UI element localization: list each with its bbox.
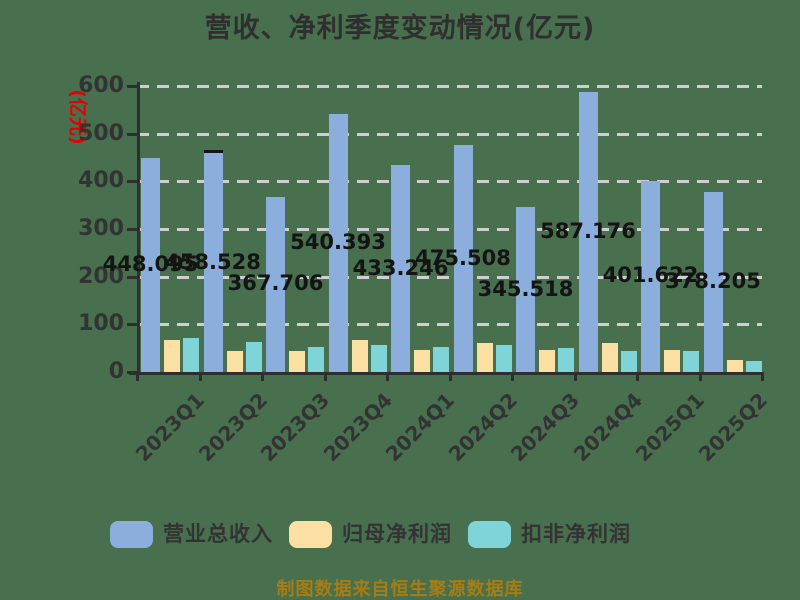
bar-归母净利润-2023Q4 [351, 339, 368, 372]
legend-label-revenue: 营业总收入 [163, 522, 273, 546]
y-tick-label: 300 [78, 216, 124, 241]
bar-营业总收入-2023Q1 [141, 158, 160, 372]
data-label-2025Q1: 401.622 [602, 263, 699, 288]
legend-item-net-profit: 归母净利润 [289, 521, 452, 548]
bar-营业总收入-2024Q1 [391, 165, 410, 372]
x-axis-tick [136, 372, 139, 381]
x-axis-tick [573, 372, 577, 381]
grid-line [137, 323, 762, 327]
legend-swatch-net-profit [289, 521, 332, 548]
bar-归母净利润-2024Q4 [601, 342, 618, 372]
y-axis-tick [127, 228, 137, 231]
bar-归母净利润-2025Q2 [726, 360, 743, 372]
y-tick-label: 500 [78, 120, 124, 146]
legend-label-net-profit: 归母净利润 [342, 522, 452, 546]
bar-cap-marker [203, 150, 223, 154]
data-label-2023Q1: 448.095 [102, 252, 199, 277]
bar-营业总收入-2024Q3 [516, 207, 535, 372]
bar-扣非净利润-2024Q1 [433, 346, 449, 372]
bar-营业总收入-2025Q1 [641, 180, 660, 372]
bar-归母净利润-2025Q1 [664, 350, 680, 372]
data-label-2023Q4: 540.393 [290, 230, 386, 255]
bar-归母净利润-2024Q3 [539, 349, 555, 372]
x-axis-tick [261, 372, 264, 381]
data-label-2024Q1: 433.246 [352, 255, 449, 280]
bar-归母净利润-2023Q3 [289, 350, 305, 372]
bar-营业总收入-2023Q4 [328, 114, 348, 372]
bar-营业总收入-2024Q4 [578, 92, 598, 372]
bar-扣非净利润-2025Q2 [745, 361, 762, 372]
bar-扣非净利润-2024Q4 [620, 351, 637, 372]
x-axis-tick [323, 372, 327, 381]
y-tick-label: 100 [78, 311, 124, 337]
bar-归母净利润-2023Q2 [226, 351, 243, 372]
data-label-2024Q2: 475.508 [415, 245, 511, 270]
legend-label-non-gaap-profit: 扣非净利润 [521, 522, 631, 546]
data-label-2023Q2: 458.528 [165, 249, 261, 274]
bar-归母净利润-2024Q2 [476, 342, 493, 372]
legend-item-revenue: 营业总收入 [110, 521, 273, 548]
x-axis-tick [698, 372, 702, 381]
data-label-2025Q2: 378.205 [665, 268, 761, 293]
grid-line [137, 180, 762, 184]
y-axis-tick [127, 132, 137, 136]
y-tick-label: 0 [108, 359, 124, 384]
data-label-2024Q3: 345.518 [477, 276, 574, 301]
y-tick-label: 200 [78, 263, 124, 289]
x-axis-tick [386, 372, 389, 381]
grid-line [137, 85, 762, 88]
x-axis-line [129, 372, 764, 375]
bar-扣非净利润-2023Q4 [370, 345, 387, 372]
bar-营业总收入-2023Q2 [203, 153, 223, 372]
chart-title: 营收、净利季度变动情况(亿元) [204, 13, 596, 44]
bar-扣非净利润-2023Q2 [245, 342, 262, 372]
legend-swatch-revenue [110, 521, 153, 548]
bar-扣非净利润-2025Q1 [683, 351, 699, 372]
y-axis-tick [127, 323, 137, 327]
grid-line [137, 228, 762, 231]
data-label-2023Q3: 367.706 [227, 271, 324, 296]
y-axis-tick [127, 180, 137, 184]
x-axis-tick [198, 372, 202, 381]
bar-营业总收入-2023Q3 [266, 196, 285, 372]
bar-扣非净利润-2023Q3 [308, 347, 324, 372]
y-axis-tick [127, 275, 137, 279]
y-axis-line [137, 82, 140, 375]
bar-归母净利润-2024Q1 [414, 350, 430, 372]
grid-line [137, 132, 762, 136]
x-axis-tick [511, 372, 514, 381]
legend: 营业总收入 归母净利润 扣非净利润 [110, 521, 631, 548]
x-axis-tick [448, 372, 452, 381]
legend-item-non-gaap-profit: 扣非净利润 [468, 521, 631, 548]
bar-归母净利润-2023Q1 [164, 340, 180, 372]
y-axis-tick [127, 85, 137, 88]
data-label-2024Q4: 587.176 [540, 219, 636, 244]
data-source-note: 制图数据来自恒生聚源数据库 [276, 579, 524, 600]
x-axis-tick [636, 372, 639, 381]
y-tick-label: 600 [78, 73, 124, 98]
bar-营业总收入-2025Q2 [703, 191, 723, 372]
bar-营业总收入-2024Q2 [453, 145, 473, 372]
bar-扣非净利润-2023Q1 [183, 338, 199, 372]
x-axis-tick [761, 372, 764, 381]
bar-扣非净利润-2024Q2 [495, 344, 512, 372]
y-tick-label: 400 [78, 168, 124, 194]
grid-line [137, 275, 762, 279]
bar-扣非净利润-2024Q3 [558, 347, 574, 372]
legend-swatch-non-gaap-profit [468, 521, 511, 548]
